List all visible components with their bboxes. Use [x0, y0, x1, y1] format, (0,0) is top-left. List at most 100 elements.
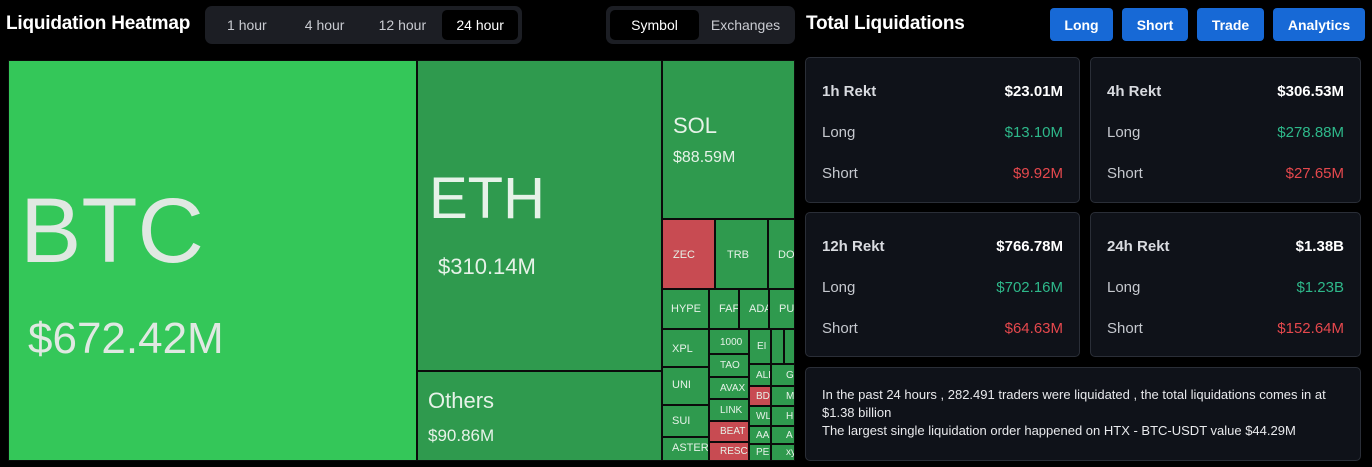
heatmap-cell-pu[interactable]: PU [769, 289, 795, 329]
summary-line-2: The largest single liquidation order hap… [822, 422, 1296, 438]
cell-symbol: M [786, 391, 795, 402]
page-title: Liquidation Heatmap [6, 13, 191, 34]
card-label: 4h Rekt [1107, 83, 1162, 100]
cell-symbol: DO [778, 249, 795, 261]
short-value: $9.92M [1012, 165, 1063, 182]
card-label: 1h Rekt [822, 83, 877, 100]
long-button[interactable]: Long [1050, 8, 1113, 41]
mode-symbol-button[interactable]: Symbol [610, 10, 699, 40]
liquidation-summary: In the past 24 hours , 282.491 traders w… [805, 367, 1361, 461]
cell-symbol: UNI [672, 379, 691, 391]
timeframe-4h-button[interactable]: 4 hour [304, 17, 345, 33]
heatmap-cell-a[interactable]: A [771, 426, 795, 444]
heatmap-cell-trb[interactable]: TRB [715, 219, 768, 289]
cell-symbol: SOL [673, 113, 718, 138]
long-value: $13.10M [1004, 124, 1063, 141]
heatmap-cell-xpl[interactable]: XPL [662, 329, 709, 367]
summary-line-1: In the past 24 hours , 282.491 traders w… [822, 387, 1326, 420]
heatmap-cell-btc[interactable]: BTC $672.42M [8, 60, 417, 461]
heatmap-cell-sol[interactable]: SOL $88.59M [662, 60, 795, 219]
short-button[interactable]: Short [1122, 8, 1188, 41]
cell-symbol: TRB [727, 249, 749, 261]
cell-symbol: ZEC [673, 249, 695, 261]
heatmap-cell-g[interactable]: G [771, 364, 795, 386]
heatmap-cell-sui[interactable]: SUI [662, 405, 709, 437]
short-label: Short [1107, 320, 1143, 337]
long-label: Long [822, 279, 856, 296]
cell-symbol: AA [756, 430, 770, 441]
heatmap-cell-unlabeled-1[interactable] [771, 329, 784, 364]
cell-symbol: ASTER [672, 442, 709, 454]
heatmap-cell-hype[interactable]: HYPE [662, 289, 709, 329]
heatmap-cell-pe[interactable]: PE [749, 444, 771, 461]
heatmap-cell-eth[interactable]: ETH $310.14M [417, 60, 662, 371]
card-total: $1.38B [1295, 238, 1344, 255]
cell-value: $672.42M [28, 314, 224, 363]
heatmap-cell-ada[interactable]: ADA [739, 289, 769, 329]
cell-symbol: TAO [720, 360, 740, 371]
heatmap-cell-others[interactable]: Others $90.86M [417, 371, 662, 461]
cell-symbol: BEAT [720, 426, 746, 437]
cell-symbol: ALL [756, 370, 770, 381]
cell-symbol: SUI [672, 415, 691, 427]
heatmap-cell-uni[interactable]: UNI [662, 367, 709, 405]
cell-symbol: xy [786, 447, 795, 458]
short-label: Short [1107, 165, 1143, 182]
card-label: 24h Rekt [1107, 238, 1170, 255]
heatmap-cell-all[interactable]: ALL [749, 364, 771, 386]
heatmap-cell-aa[interactable]: AA [749, 426, 771, 444]
trade-button[interactable]: Trade [1197, 8, 1264, 41]
timeframe-selector: 1 hour 4 hour 12 hour 24 hour [205, 6, 522, 44]
long-label: Long [822, 124, 856, 141]
heatmap-cell-h[interactable]: H [771, 406, 795, 426]
heatmap-cell-avax[interactable]: AVAX [709, 377, 749, 399]
rekt-card-12h: 12h Rekt $766.78M Long $702.16M Short $64.6… [805, 212, 1080, 357]
cell-symbol: ADA [749, 303, 768, 315]
analytics-button[interactable]: Analytics [1273, 8, 1365, 41]
long-value: $1.23B [1296, 279, 1344, 296]
cell-symbol: ETH [429, 166, 545, 231]
mode-selector: Symbol Exchanges [606, 6, 795, 44]
heatmap-cell-xy[interactable]: xy [771, 444, 795, 461]
cell-symbol: H [786, 411, 794, 422]
long-label: Long [1107, 279, 1141, 296]
timeframe-24h-button[interactable]: 24 hour [442, 10, 518, 40]
short-value: $152.64M [1277, 320, 1344, 337]
cell-symbol: G [786, 370, 794, 381]
heatmap-cell-bd[interactable]: BD [749, 386, 771, 406]
cell-symbol: XPL [672, 343, 693, 355]
heatmap-cell-do[interactable]: DO [768, 219, 795, 289]
heatmap-cell-unlabeled-2[interactable] [784, 329, 795, 364]
rekt-card-24h: 24h Rekt $1.38B Long $1.23B Short $152.64M [1090, 212, 1361, 357]
short-value: $27.65M [1285, 165, 1344, 182]
cell-symbol: BD [756, 391, 770, 402]
heatmap-cell-beat[interactable]: BEAT [709, 421, 749, 442]
cell-symbol: PE [756, 447, 770, 458]
cell-symbol: AVAX [720, 383, 746, 394]
card-label: 12h Rekt [822, 238, 885, 255]
heatmap-cell-tao[interactable]: TAO [709, 354, 749, 377]
short-value: $64.63M [1004, 320, 1063, 337]
heatmap-cell-link[interactable]: LINK [709, 399, 749, 421]
cell-symbol: A [786, 430, 793, 441]
heatmap-cell-aster[interactable]: ASTER [662, 437, 709, 461]
cell-symbol: HYPE [671, 303, 701, 315]
total-liquidations-title: Total Liquidations [806, 13, 965, 34]
heatmap-cell-m[interactable]: M [771, 386, 795, 406]
cell-symbol: Others [428, 388, 495, 413]
heatmap-cell-1000[interactable]: 1000 [709, 329, 749, 354]
timeframe-1h-button[interactable]: 1 hour [227, 17, 267, 33]
heatmap-cell-zec[interactable]: ZEC [662, 219, 715, 289]
mode-exchanges-button[interactable]: Exchanges [710, 17, 781, 33]
timeframe-12h-button[interactable]: 12 hour [378, 17, 427, 33]
heatmap-cell-wl[interactable]: WL [749, 406, 771, 426]
rekt-card-4h: 4h Rekt $306.53M Long $278.88M Short $27.65… [1090, 57, 1361, 203]
heatmap-cell-resc[interactable]: RESC [709, 442, 749, 461]
cell-symbol: 1000 [720, 337, 743, 348]
heatmap-cell-ei[interactable]: EI [749, 329, 771, 364]
long-value: $278.88M [1277, 124, 1344, 141]
heatmap-cell-faf[interactable]: FAF [709, 289, 739, 329]
card-total: $23.01M [1004, 83, 1063, 100]
cell-symbol: FAF [719, 303, 739, 315]
cell-value: $310.14M [438, 254, 536, 279]
